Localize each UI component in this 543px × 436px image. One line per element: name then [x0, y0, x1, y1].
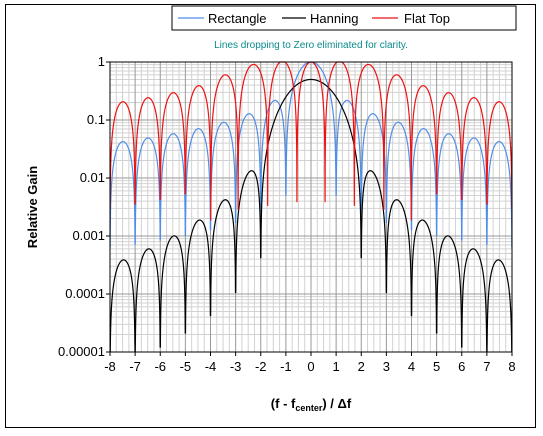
x-tick-label: 0 — [307, 359, 314, 374]
chart-annotation: Lines dropping to Zero eliminated for cl… — [214, 40, 408, 51]
legend-label-hanning: Hanning — [310, 11, 358, 26]
y-tick-label: 0.00001 — [58, 344, 105, 359]
legend-label-rectangle: Rectangle — [208, 11, 267, 26]
x-tick-label: -3 — [230, 359, 242, 374]
legend-box — [171, 5, 517, 31]
series-line-hanning — [109, 78, 513, 353]
x-tick-label: -8 — [104, 359, 116, 374]
x-tick-label: 8 — [508, 359, 515, 374]
x-axis-label-subscript: center — [295, 403, 323, 413]
legend: Rectangle Hanning Flat Top — [171, 5, 517, 31]
legend-label-flat-top: Flat Top — [404, 11, 450, 26]
x-tick-label: 2 — [358, 359, 365, 374]
x-tick-label: 3 — [383, 359, 390, 374]
x-tick-label: 7 — [483, 359, 490, 374]
y-tick-label: 0.1 — [87, 112, 105, 127]
x-tick-label: 1 — [333, 359, 340, 374]
series-line-rectangle — [109, 61, 513, 248]
x-tick-label: 4 — [408, 359, 415, 374]
x-tick-label: 5 — [433, 359, 440, 374]
major-grid — [110, 62, 512, 352]
x-axis-label-main: (f - f — [271, 396, 296, 411]
tick-labels: -8 -7 -6 -5 -4 -3 -2 -1 0 1 2 3 4 5 6 7 8 1 0.1 0.01 0.001 0.… — [58, 54, 516, 374]
x-tick-label: -5 — [180, 359, 192, 374]
y-tick-label: 0.0001 — [65, 286, 105, 301]
x-axis-label: (f - fcenter) / Δf — [271, 396, 352, 413]
x-tick-label: -6 — [154, 359, 166, 374]
y-tick-label: 0.01 — [80, 170, 105, 185]
y-axis-label: Relative Gain — [25, 166, 40, 248]
x-tick-label: 6 — [458, 359, 465, 374]
x-tick-label: -4 — [205, 359, 217, 374]
minor-grid — [110, 62, 512, 352]
x-tick-label: -7 — [129, 359, 141, 374]
y-tick-label: 1 — [98, 54, 105, 69]
y-tick-label: 0.001 — [72, 228, 105, 243]
x-tick-label: -2 — [255, 359, 267, 374]
x-tick-label: -1 — [280, 359, 292, 374]
x-axis-label-tail: ) / Δf — [322, 396, 352, 411]
